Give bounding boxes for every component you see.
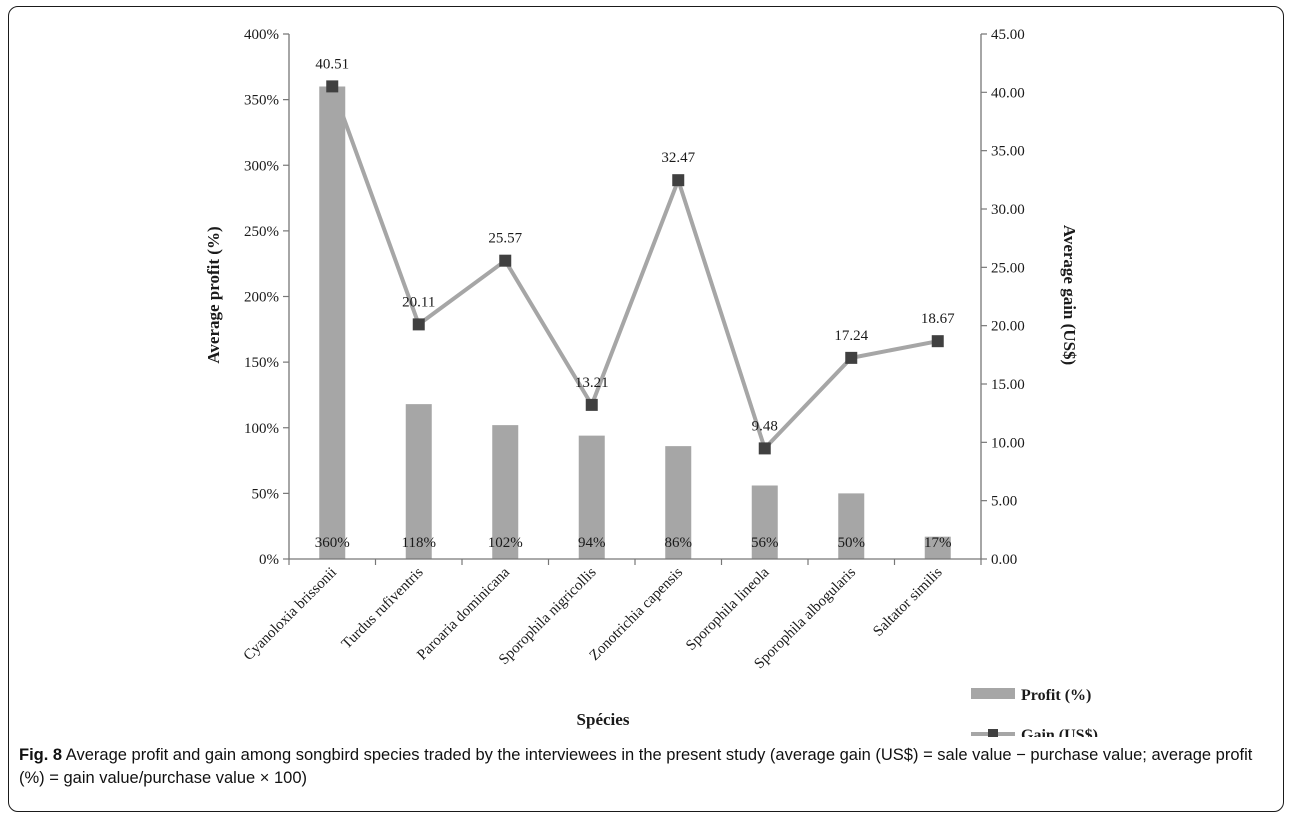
figure-caption-text: Average profit and gain among songbird s… — [19, 746, 1253, 787]
category-label: Paroaria dominicana — [414, 564, 513, 663]
bar-value-label: 118% — [402, 535, 436, 551]
bar — [751, 485, 778, 559]
line-layer — [326, 80, 944, 455]
y-tick-label: 200% — [244, 290, 279, 306]
gain-value-label: 20.11 — [402, 294, 435, 310]
legend-label-gain: Gain (US$) — [1021, 727, 1098, 737]
gain-marker — [758, 442, 771, 455]
bar-value-label: 17% — [924, 535, 952, 551]
bar-value-label: 94% — [578, 535, 606, 551]
bar — [405, 404, 432, 559]
y2-tick-label: 25.00 — [991, 260, 1025, 276]
y-tick-label: 150% — [244, 355, 279, 371]
gain-value-label: 17.24 — [834, 328, 868, 344]
gain-marker — [931, 335, 944, 348]
gain-marker — [672, 174, 685, 187]
gain-marker — [412, 318, 425, 331]
legend: Profit (%) Gain (US$) — [971, 687, 1098, 737]
gain-marker — [845, 351, 858, 364]
category-label: Saltator similis — [870, 564, 945, 639]
gain-value-label: 13.21 — [575, 375, 609, 391]
y2-tick-label: 30.00 — [991, 202, 1025, 218]
gain-value-label: 18.67 — [921, 311, 955, 327]
gain-marker — [585, 398, 598, 411]
legend-label-profit: Profit (%) — [1021, 687, 1091, 704]
bar — [492, 425, 519, 559]
y2-tick-label: 40.00 — [991, 85, 1025, 101]
figure-label: Fig. 8 — [19, 746, 63, 764]
x-axis-title: Spécies — [577, 710, 630, 729]
category-label: Cyanoloxia brissonii — [241, 565, 340, 664]
bar-value-label: 56% — [751, 535, 779, 551]
y-tick-label: 400% — [244, 27, 279, 43]
category-label: Sporophila nigricollis — [496, 564, 600, 668]
figure-panel: 0% 50% 100% 150% 200% 250% 300% 350% 400% 0.00 5.0… — [8, 6, 1284, 812]
legend-marker-gain — [988, 729, 998, 737]
figure-caption: Fig. 8 Average profit and gain among son… — [19, 744, 1269, 790]
category-label: Zonotrichia capensis — [587, 564, 686, 663]
bars-layer — [319, 86, 951, 559]
y2-tick-label: 5.00 — [991, 494, 1017, 510]
legend-swatch-profit — [971, 688, 1015, 699]
labels-layer: 0% 50% 100% 150% 200% 250% 300% 350% 400% 0.00 5.0… — [241, 27, 1025, 672]
bar — [319, 86, 346, 559]
chart: 0% 50% 100% 150% 200% 250% 300% 350% 400% 0.00 5.0… — [204, 27, 1098, 737]
y2-axis-title: Average gain (US$) — [1060, 225, 1079, 365]
gain-value-label: 40.51 — [315, 56, 349, 72]
gain-value-label: 32.47 — [661, 150, 695, 166]
y2-tick-label: 35.00 — [991, 144, 1025, 160]
gain-value-label: 9.48 — [752, 418, 778, 434]
gain-marker — [326, 80, 339, 93]
y-tick-label: 300% — [244, 158, 279, 174]
y2-tick-label: 45.00 — [991, 27, 1025, 43]
category-label: Turdus rufiventris — [339, 564, 427, 652]
y-tick-label: 0% — [259, 552, 279, 568]
y2-tick-label: 15.00 — [991, 377, 1025, 393]
y2-tick-label: 10.00 — [991, 435, 1025, 451]
y-tick-label: 100% — [244, 421, 279, 437]
bar-value-label: 86% — [665, 535, 693, 551]
bar — [838, 493, 865, 559]
axes-layer — [283, 33, 987, 565]
y-tick-label: 350% — [244, 93, 279, 109]
bar — [578, 435, 605, 559]
bar — [665, 446, 692, 559]
category-label: Sporophila lineola — [683, 564, 773, 654]
y-tick-label: 50% — [252, 486, 280, 502]
y2-tick-label: 20.00 — [991, 319, 1025, 335]
bar — [924, 536, 951, 559]
bar-value-label: 50% — [838, 535, 866, 551]
bar-value-label: 360% — [315, 535, 350, 551]
gain-value-label: 25.57 — [488, 231, 522, 247]
y-tick-label: 250% — [244, 224, 279, 240]
gain-line — [330, 85, 939, 451]
y-axis-title: Average profit (%) — [204, 226, 223, 363]
gain-marker — [499, 254, 512, 267]
bar-value-label: 102% — [488, 535, 523, 551]
y2-tick-label: 0.00 — [991, 552, 1017, 568]
